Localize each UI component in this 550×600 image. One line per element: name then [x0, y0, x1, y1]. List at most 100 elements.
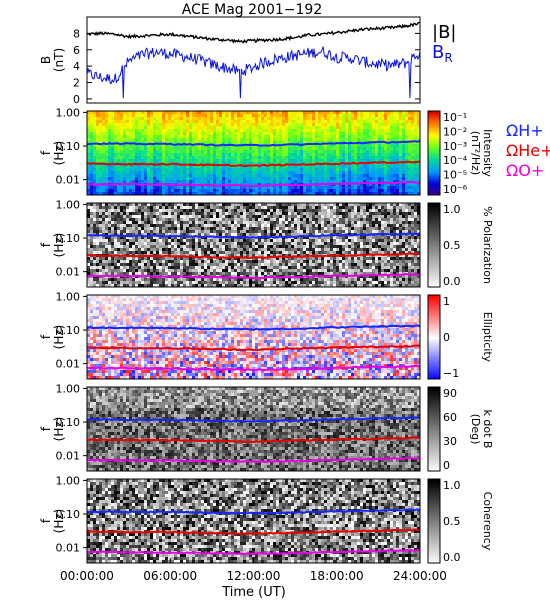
heatmap-cell — [204, 162, 208, 166]
heatmap-cell — [276, 168, 280, 172]
heatmap-cell — [318, 177, 322, 181]
heatmap-cell — [369, 177, 373, 181]
heatmap-cell — [213, 147, 217, 151]
heatmap-cell — [240, 168, 244, 172]
heatmap-cell — [198, 206, 202, 210]
heatmap-cell — [267, 227, 271, 231]
heatmap-cell — [225, 215, 229, 219]
heatmap-cell — [243, 206, 247, 210]
heatmap-cell — [234, 245, 238, 249]
heatmap-cell — [240, 111, 244, 115]
heatmap-cell — [378, 135, 382, 139]
heatmap-cell — [414, 165, 418, 169]
heatmap-cell — [117, 236, 121, 240]
heatmap-cell — [258, 123, 262, 127]
heatmap-cell — [87, 236, 91, 240]
heatmap-cell — [168, 239, 172, 243]
heatmap-cell — [384, 177, 388, 181]
heatmap-cell — [309, 186, 313, 190]
heatmap-cell — [300, 180, 304, 184]
heatmap-cell — [285, 159, 289, 163]
heatmap-cell — [204, 230, 208, 234]
heatmap-cell — [243, 129, 247, 133]
heatmap-cell — [297, 150, 301, 154]
heatmap-cell — [150, 230, 154, 234]
heatmap-cell — [96, 278, 100, 282]
heatmap-cell — [171, 123, 175, 127]
heatmap-cell — [129, 227, 133, 231]
heatmap-cell — [258, 141, 262, 145]
heatmap-cell — [207, 257, 211, 261]
heatmap-cell — [138, 203, 142, 207]
heatmap-cell — [201, 224, 205, 228]
heatmap-cell — [165, 209, 169, 213]
heatmap-cell — [252, 159, 256, 163]
heatmap-cell — [255, 156, 259, 160]
heatmap-cell — [168, 177, 172, 181]
heatmap-cell — [162, 266, 166, 270]
heatmap-cell — [183, 209, 187, 213]
heatmap-cell — [381, 132, 385, 136]
heatmap-cell — [102, 192, 106, 196]
heatmap-cell — [309, 129, 313, 133]
heatmap-cell — [330, 177, 334, 181]
heatmap-cell — [141, 203, 145, 207]
heatmap-cell — [384, 174, 388, 178]
heatmap-cell — [216, 138, 220, 142]
heatmap-cell — [354, 111, 358, 115]
colorbar-power-spectrum: 10⁻¹10⁻²10⁻³10⁻⁴10⁻⁵10⁻⁶Intensity(nT²/Hz… — [427, 110, 494, 196]
heatmap-cell — [276, 278, 280, 282]
heatmap-cell — [87, 150, 91, 154]
heatmap-cell — [108, 111, 112, 115]
heatmap-cell — [102, 224, 106, 228]
heatmap-cell — [201, 129, 205, 133]
heatmap-cell — [165, 174, 169, 178]
heatmap-cell — [243, 138, 247, 142]
heatmap-cell — [402, 126, 406, 130]
heatmap-cell — [201, 206, 205, 210]
heatmap-cell — [231, 233, 235, 237]
heatmap-cell — [228, 120, 232, 124]
heatmap-cell — [381, 177, 385, 181]
heatmap-cell — [222, 203, 226, 207]
heatmap-cell — [87, 215, 91, 219]
heatmap-cell — [357, 192, 361, 196]
heatmap-cell — [111, 153, 115, 157]
heatmap-cell — [219, 126, 223, 130]
heatmap-cell — [198, 189, 202, 193]
heatmap-cell — [264, 278, 268, 282]
heatmap-cell — [402, 165, 406, 169]
heatmap-cell — [189, 174, 193, 178]
heatmap-cell — [138, 257, 142, 261]
heatmap-cell — [210, 186, 214, 190]
heatmap-cell — [249, 168, 253, 172]
heatmap-cell — [330, 138, 334, 142]
heatmap-cell — [93, 129, 97, 133]
heatmap-cell — [189, 153, 193, 157]
heatmap-cell — [351, 147, 355, 151]
heatmap-cell — [126, 236, 130, 240]
heatmap-cell — [186, 251, 190, 255]
heatmap-cell — [144, 281, 148, 285]
heatmap-cell — [405, 135, 409, 139]
heatmap-cell — [225, 129, 229, 133]
heatmap-cell — [366, 120, 370, 124]
heatmap-cell — [333, 132, 337, 136]
heatmap-cell — [174, 263, 178, 267]
heatmap-cell — [210, 281, 214, 285]
heatmap-cell — [108, 156, 112, 160]
heatmap-cell — [195, 206, 199, 210]
heatmap-cell — [300, 186, 304, 190]
heatmap-cell — [135, 159, 139, 163]
heatmap-cell — [96, 156, 100, 160]
heatmap-cell — [249, 192, 253, 196]
heatmap-cell — [108, 153, 112, 157]
heatmap-cell — [288, 189, 292, 193]
heatmap-cell — [147, 209, 151, 213]
heatmap-cell — [108, 209, 112, 213]
heatmap-cell — [378, 147, 382, 151]
heatmap-cell — [387, 159, 391, 163]
heatmap-cell — [231, 203, 235, 207]
heatmap-cell — [324, 180, 328, 184]
heatmap-cell — [246, 248, 250, 252]
